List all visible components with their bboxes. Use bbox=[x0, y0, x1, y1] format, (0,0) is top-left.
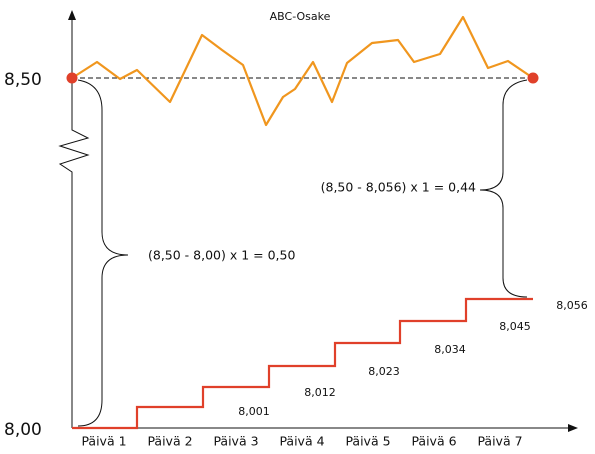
y-axis-arrow bbox=[68, 10, 76, 20]
x-axis-arrow bbox=[568, 424, 578, 432]
y-label: 8,00 bbox=[4, 420, 42, 440]
price-line bbox=[71, 15, 534, 127]
y-axis bbox=[58, 18, 90, 428]
x-label: Päivä 2 bbox=[147, 434, 192, 449]
point bbox=[527, 72, 539, 84]
point bbox=[66, 72, 78, 84]
step-line bbox=[72, 297, 533, 430]
step-label: 8,034 bbox=[434, 343, 466, 356]
x-label: Päivä 6 bbox=[411, 434, 456, 449]
brace bbox=[479, 79, 528, 298]
step-label: 8,056 bbox=[556, 299, 588, 312]
y-label: 8,50 bbox=[4, 70, 42, 90]
title: ABC-Osake bbox=[270, 10, 331, 23]
x-label: Päivä 1 bbox=[81, 434, 126, 449]
brace bbox=[77, 79, 129, 427]
step-label: 8,023 bbox=[368, 365, 400, 378]
x-label: Päivä 4 bbox=[279, 434, 324, 449]
x-label: Päivä 7 bbox=[477, 434, 522, 449]
step-label: 8,045 bbox=[499, 320, 531, 333]
annotation: (8,50 - 8,00) x 1 = 0,50 bbox=[148, 248, 295, 263]
step-label: 8,001 bbox=[238, 405, 270, 418]
x-label: Päivä 5 bbox=[345, 434, 390, 449]
x-label: Päivä 3 bbox=[213, 434, 258, 449]
annotation: (8,50 - 8,056) x 1 = 0,44 bbox=[321, 180, 476, 195]
step-label: 8,012 bbox=[304, 386, 336, 399]
